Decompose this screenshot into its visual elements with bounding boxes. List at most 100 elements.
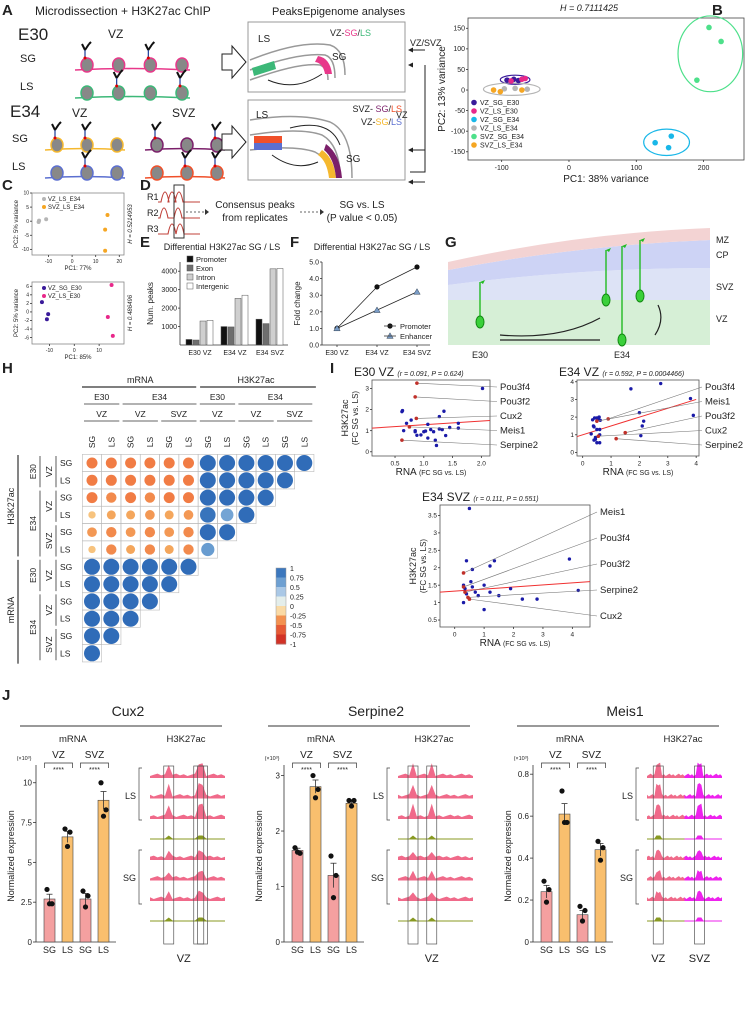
y-axis-label: Normalized expression: [254, 810, 264, 902]
xlabel-text: RNA: [480, 638, 503, 649]
column-label: SG: [280, 436, 290, 448]
column-stage-label: E30: [94, 392, 109, 402]
matrix-cell: [197, 540, 218, 559]
gene-title: Meis1: [606, 703, 644, 719]
correlation-circle: [199, 455, 216, 471]
correlation-circle: [238, 455, 255, 471]
y-axis-label: PC2: 5% variance: [14, 199, 20, 248]
h3k27ac-track: [398, 803, 473, 819]
label-leader: [416, 382, 498, 388]
input-track: [398, 835, 473, 840]
process-arrow-icon: [221, 124, 247, 160]
chart-C2: -10 0 10 6 4 2 0 -2 -4 -6 VZ_SG_E30 VZ_LS_E30 PC1: 8…: [14, 281, 134, 361]
y-tick-label: 0: [26, 219, 29, 225]
column-zone-label: SVZ: [286, 409, 303, 419]
y-tick-label: -2: [25, 318, 30, 324]
gene-point: [488, 564, 492, 568]
key-part: SG: [345, 28, 358, 38]
column-zone-label: SVZ: [171, 409, 188, 419]
replicate-point: [103, 807, 109, 813]
acetyl-mark: [83, 56, 87, 60]
nucleosome-icon: [175, 57, 189, 73]
x-tick-label: LS: [346, 945, 357, 955]
gene-point: [470, 585, 475, 589]
row-zone-label: VZ: [44, 466, 54, 477]
acetyl-mark: [83, 164, 87, 168]
x-tick-label: 0: [73, 348, 76, 354]
y-tick-label: 1: [276, 883, 281, 892]
correlation-circle: [219, 524, 236, 541]
label-leader: [469, 598, 598, 617]
legend-label: VZ_LS_E30: [480, 109, 518, 116]
x-tick-label: LS: [559, 945, 570, 955]
replicate-point: [328, 853, 334, 859]
correlation-circle: [84, 645, 100, 662]
correlation-circle: [122, 558, 139, 575]
row-label: LS: [60, 579, 71, 589]
region-label: VZ: [651, 953, 665, 965]
consensus-box: [173, 184, 185, 239]
legend-swatch: [186, 282, 194, 290]
colorbar-tick-label: -0.25: [290, 614, 306, 621]
row-label: SG: [60, 527, 72, 537]
input-track: [647, 835, 685, 840]
svz-ls-region: [254, 136, 282, 143]
gene-point: [442, 409, 446, 413]
nucleosome-icon: [180, 165, 194, 181]
antibody-y: [176, 69, 187, 79]
migration-arrow: [499, 304, 662, 341]
y-axis-label: Normalized expression: [503, 810, 513, 902]
replicate-point: [98, 780, 104, 786]
correlation-circle: [199, 524, 216, 541]
gene-point: [691, 413, 696, 418]
legend-label: Exon: [196, 264, 213, 273]
gene-point: [589, 432, 593, 436]
legend-label: Enhancer: [400, 332, 433, 341]
bar-promoter: [220, 326, 228, 346]
nucleosome-icon: [110, 165, 124, 181]
label-leader: [401, 439, 498, 446]
gene-label: Pou3f2: [705, 411, 735, 422]
legend-label: Intron: [196, 273, 215, 282]
gene-point: [567, 557, 572, 561]
column-label: LS: [184, 436, 194, 447]
h3k27ac-track: [684, 783, 722, 799]
nucleosome-icon: [210, 165, 224, 181]
nucleosome-icon: [50, 165, 64, 181]
replicate-point: [595, 838, 601, 844]
y-tick-label: 50: [457, 67, 465, 74]
correlation-circle: [122, 610, 139, 627]
y-tick-label: 10: [23, 191, 29, 197]
gene-label: Pou3f2: [500, 397, 530, 408]
stage-label: E34: [614, 350, 630, 360]
cell-body: [635, 289, 645, 303]
key-box2_key2: VZ-SG/LS: [361, 117, 402, 127]
chart-H: mRNA H3K27ac E30 E34 E30 E34 VZ VZ SVZ VZ VZ SVZ SG L…: [6, 375, 316, 664]
colorbar-tick-label: 0.25: [290, 595, 304, 602]
x-tick-label: 2: [638, 461, 642, 468]
x-tick-label: 2: [512, 632, 516, 639]
x-tick-label: E34 SVZ: [256, 350, 285, 357]
layer-label: SVZ: [716, 282, 734, 292]
gene-label: Pou3f4: [500, 382, 530, 393]
x-tick-label: 4: [571, 632, 575, 639]
y-tick-label: 4000: [161, 269, 177, 276]
x-tick-label: LS: [62, 945, 73, 955]
x-axis-label: RNA (FC SG vs. LS): [603, 467, 674, 478]
y-tick-label: 4: [570, 379, 574, 386]
regression-line: [371, 420, 491, 429]
column-label: SG: [126, 436, 136, 448]
bar-intron: [234, 298, 242, 346]
input-track: [150, 835, 225, 840]
correlation-circle: [144, 457, 156, 469]
y-tick-label: 3: [365, 386, 369, 393]
migrating-cell: [601, 248, 611, 307]
sample-ls: LS: [20, 81, 33, 93]
correlation-circle: [277, 455, 293, 471]
significance-bracket: [292, 762, 321, 768]
matrix-cell: [294, 454, 315, 472]
bar-exon: [262, 323, 270, 346]
label-leader: [608, 386, 703, 420]
replicate-point: [546, 886, 552, 893]
y-tick-label: 2: [433, 565, 437, 572]
